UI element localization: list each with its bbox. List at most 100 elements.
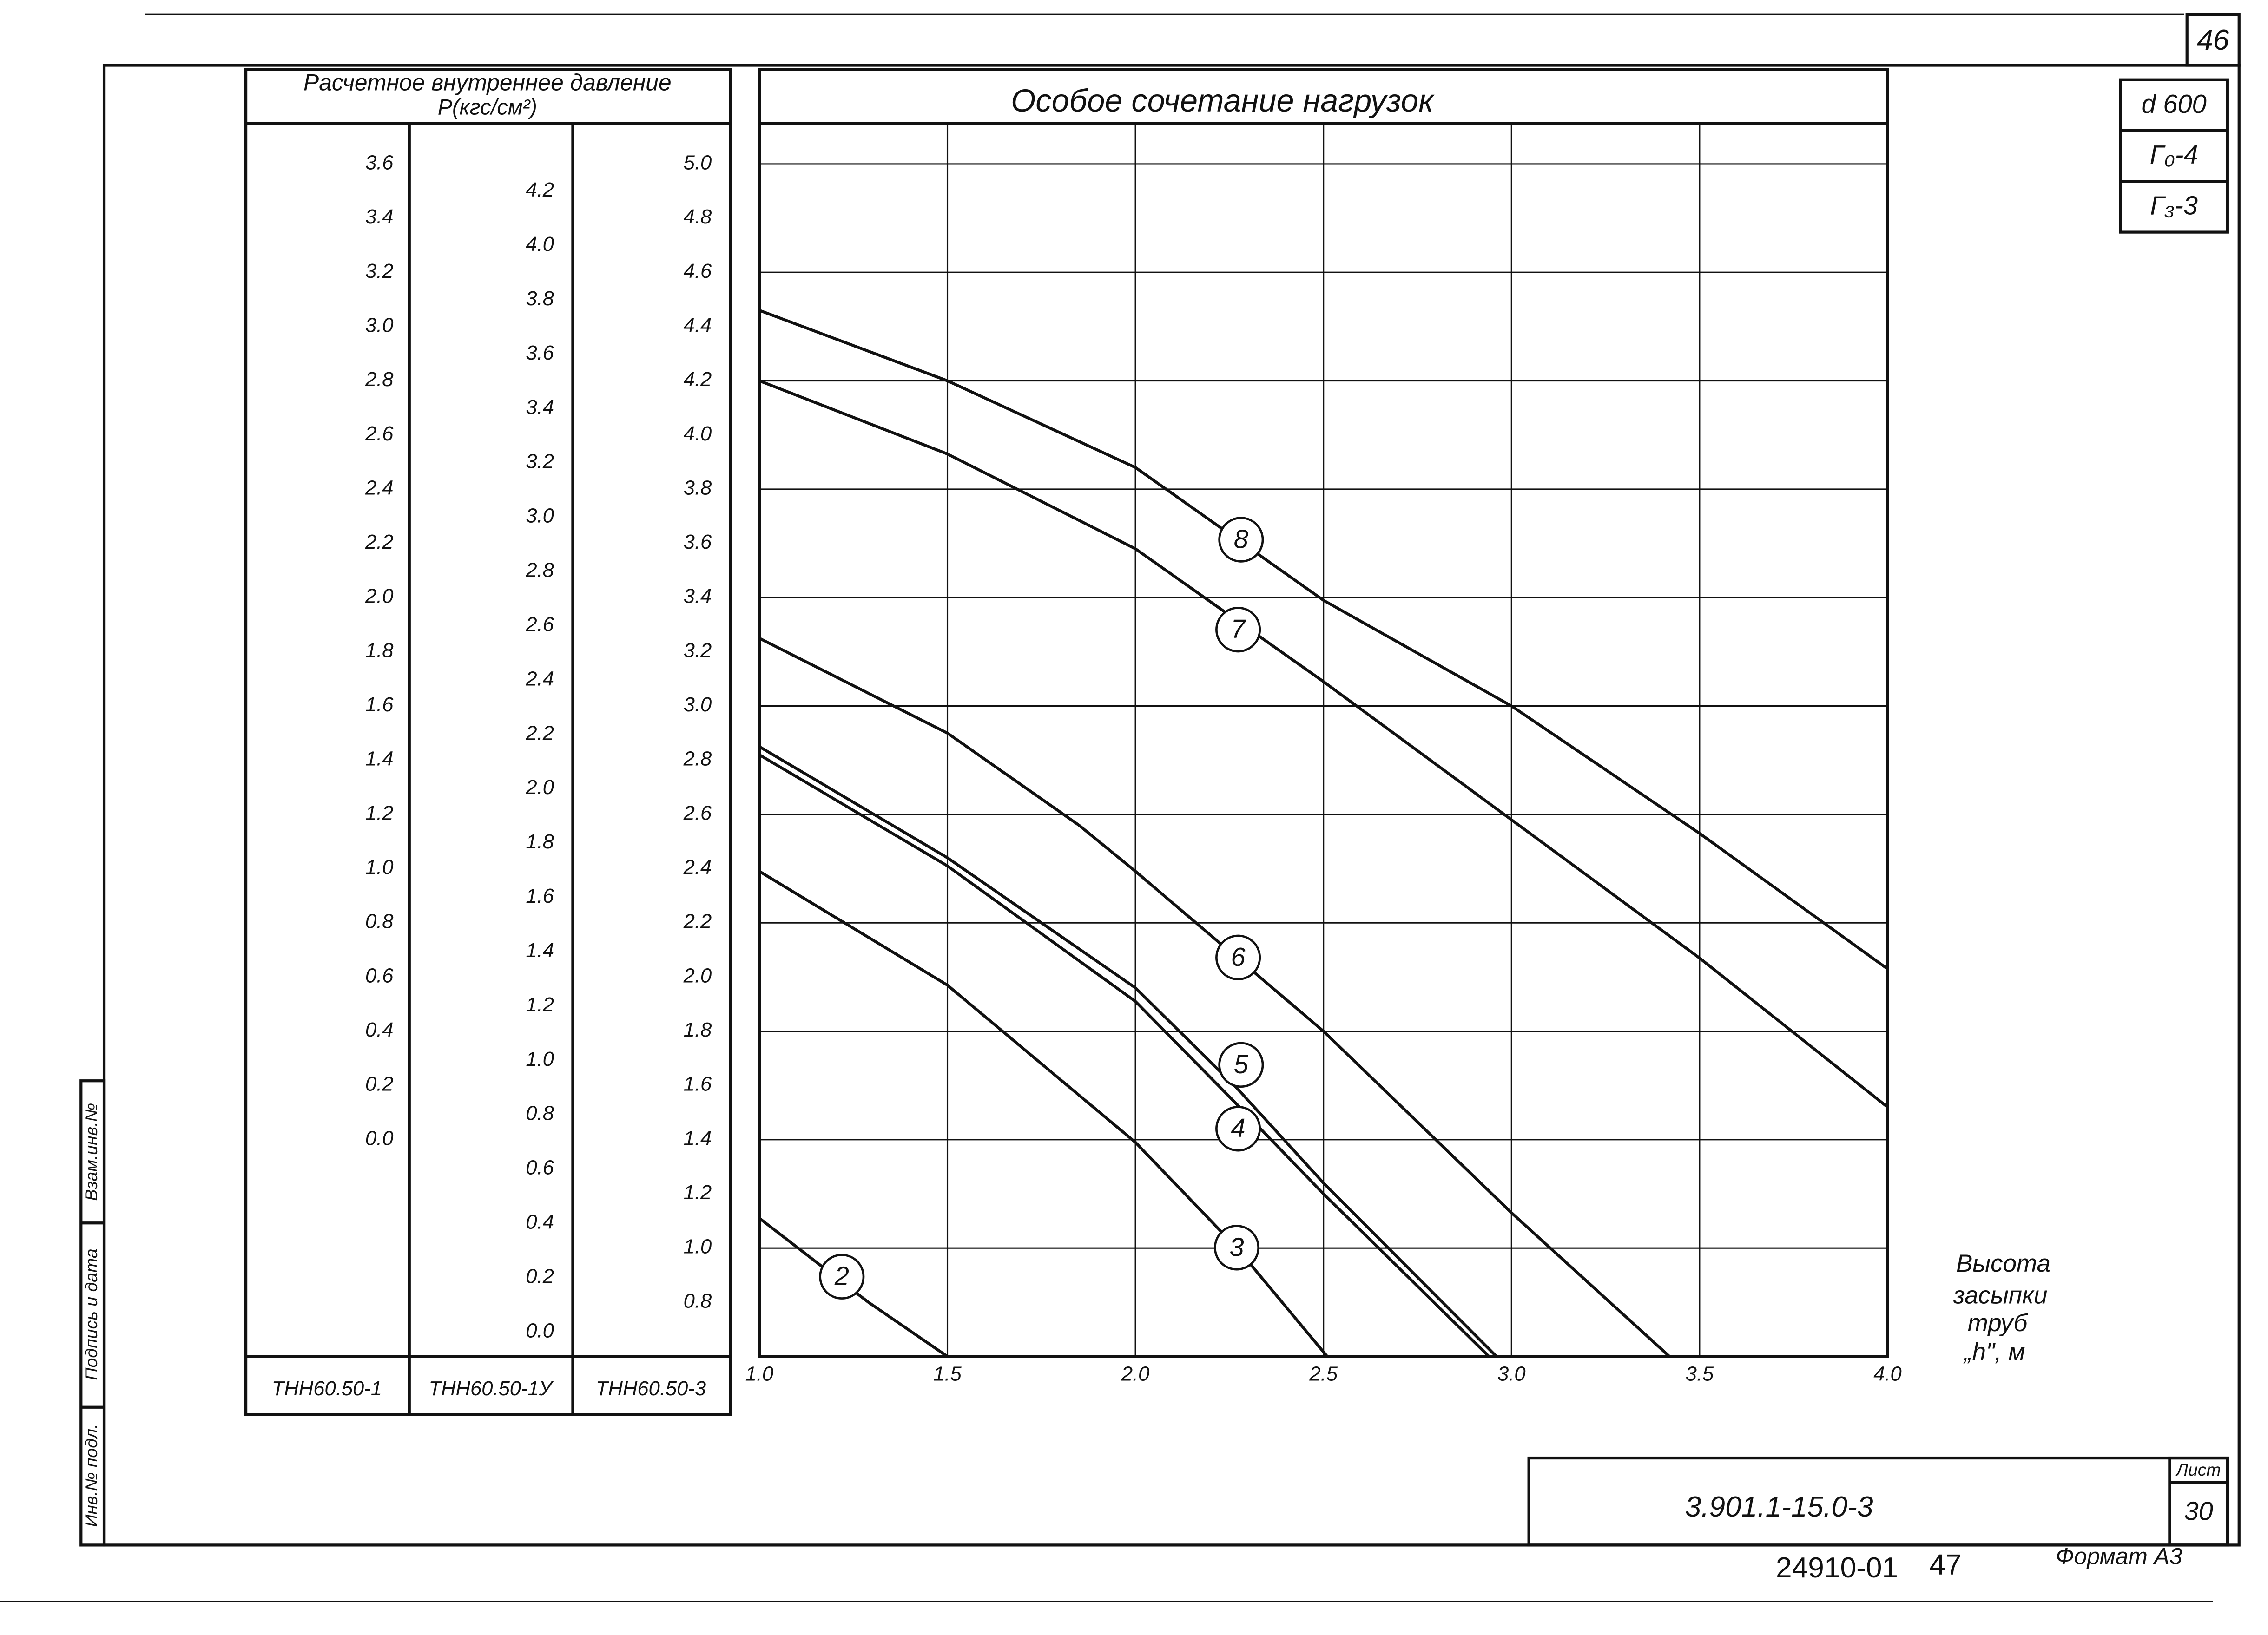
scale-tick-label: 4.8 [684,205,712,228]
scale-tick-label: 2.4 [525,667,554,690]
scale-tick-label: 4.0 [526,233,554,256]
scale-tick-label: 2.6 [683,801,712,824]
scale-tick-label: 0.8 [365,910,394,933]
scale-tick-label: 1.0 [365,856,394,879]
scale-tick-label: 3.4 [526,396,554,419]
curve-label: 2 [834,1261,849,1291]
curve-label-circle [1215,606,1261,653]
scale-tick-label: 3.6 [365,151,394,174]
curve [758,637,1671,1358]
scale-tick-label: 3.2 [684,639,712,662]
curve-label-circle [1218,517,1264,563]
scale-tick-label: 1.4 [365,748,394,770]
curve [758,745,1498,1358]
scale-tick-label: 3.2 [526,450,554,473]
scale-tick-label: 2.0 [525,776,554,799]
column-name: ТНН60.50-1 [272,1377,382,1400]
scale-tick-label: 3.4 [365,205,394,228]
scale-tick-label: 2.6 [525,613,554,636]
curve [758,379,1889,1109]
x-axis-label: Высота [1956,1250,2050,1277]
scale-tick-label: 1.4 [526,939,554,962]
curve [758,870,1329,1358]
scale-tick-label: 3.8 [684,476,712,499]
x-axis-label: „h", м [1963,1338,2025,1366]
x-axis-label: засыпки [1953,1281,2047,1309]
scale-tick-label: 0.6 [526,1156,554,1179]
scale-tick-label: 3.0 [526,505,554,527]
scale-tick-label: 2.2 [365,531,394,553]
x-axis-label: труб [1968,1309,2029,1337]
scale-tick-label: 0.6 [365,964,394,987]
scale-tick-label: 3.4 [684,585,712,608]
scale-tick-label: 3.0 [684,693,712,716]
curve-label-circle [1218,1042,1264,1088]
chart-title: Особое сочетание нагрузок [1011,83,1435,118]
scale-tick-label: 2.2 [525,722,554,744]
archive-number: 24910-01 [1776,1552,1898,1584]
side-stamp-text: Подпись и дата [81,1248,101,1380]
scale-tick-label: 2.8 [365,368,394,391]
column-name: ТНН60.50-1У [429,1377,554,1400]
page-number: 46 [2197,24,2229,56]
scale-tick-label: 4.2 [526,178,554,201]
x-tick-label: 2.5 [1309,1363,1338,1385]
curve-label: 8 [1234,524,1248,553]
scale-tick-label: 4.4 [684,314,712,336]
x-tick-label: 2.0 [1121,1363,1150,1385]
drawing-code: 3.901.1-15.0-3 [1685,1491,1873,1523]
scale-tick-label: 0.2 [526,1265,554,1287]
x-tick-label: 3.0 [1497,1363,1526,1385]
sheet-box [2168,1456,2229,1547]
scale-tick-label: 0.8 [684,1289,712,1312]
corner-text: Г₃-3 [2150,190,2198,220]
format-label: Формат А3 [2056,1543,2182,1569]
scale-tick-label: 3.6 [684,531,712,553]
scale-tick-label: 0.4 [526,1211,554,1234]
scale-tick-label: 2.0 [365,585,394,608]
curve [758,753,1490,1358]
column-name: ТНН60.50-3 [596,1377,706,1400]
sheet-frame [102,64,2241,1547]
scale-tick-label: 2.2 [683,910,712,933]
sheet-label: Лист [2176,1460,2221,1479]
scale-tick-label: 3.2 [365,260,394,282]
table-title: Расчетное внутреннее давление [303,69,672,95]
table-unit: Р(кгс/см²) [438,95,537,119]
scale-tick-label: 0.0 [365,1127,394,1149]
scale-tick-label: 5.0 [684,151,712,174]
scale-tick-label: 3.6 [526,341,554,364]
scale-tick-label: 1.0 [526,1048,554,1070]
scale-tick-label: 1.0 [684,1235,712,1258]
scale-tick-label: 2.6 [365,422,394,445]
scale-table [244,68,732,1416]
corner-text: Г₀-4 [2150,140,2198,169]
scale-tick-label: 4.2 [684,368,712,391]
title-block [1527,1456,2229,1547]
scale-tick-label: 3.0 [365,314,394,336]
scale-tick-label: 0.0 [526,1319,554,1342]
curve-label: 5 [1234,1050,1249,1079]
curve-label-circle [819,1254,865,1300]
scale-tick-label: 1.4 [684,1127,712,1149]
corner-text: d 600 [2142,89,2207,118]
curve-label: 7 [1231,614,1246,643]
curve-label-circle [1213,1225,1259,1271]
scale-tick-label: 0.4 [365,1018,394,1041]
x-tick-label: 1.0 [745,1363,774,1385]
curve-label-circle [1215,934,1261,980]
curve [758,309,1889,970]
scale-tick-label: 1.8 [526,830,554,853]
scale-tick-label: 1.6 [684,1073,712,1096]
scale-tick-label: 2.8 [525,558,554,581]
scale-tick-label: 2.4 [683,856,712,879]
curve-label: 4 [1231,1113,1245,1143]
scale-tick-label: 2.8 [683,748,712,770]
sheet-number: 30 [2184,1496,2213,1525]
scale-tick-label: 1.2 [365,801,394,824]
scale-tick-label: 1.6 [365,693,394,716]
side-stamp [79,1079,106,1547]
scale-tick-label: 4.0 [684,422,712,445]
curve-label-circle [1215,1106,1261,1152]
